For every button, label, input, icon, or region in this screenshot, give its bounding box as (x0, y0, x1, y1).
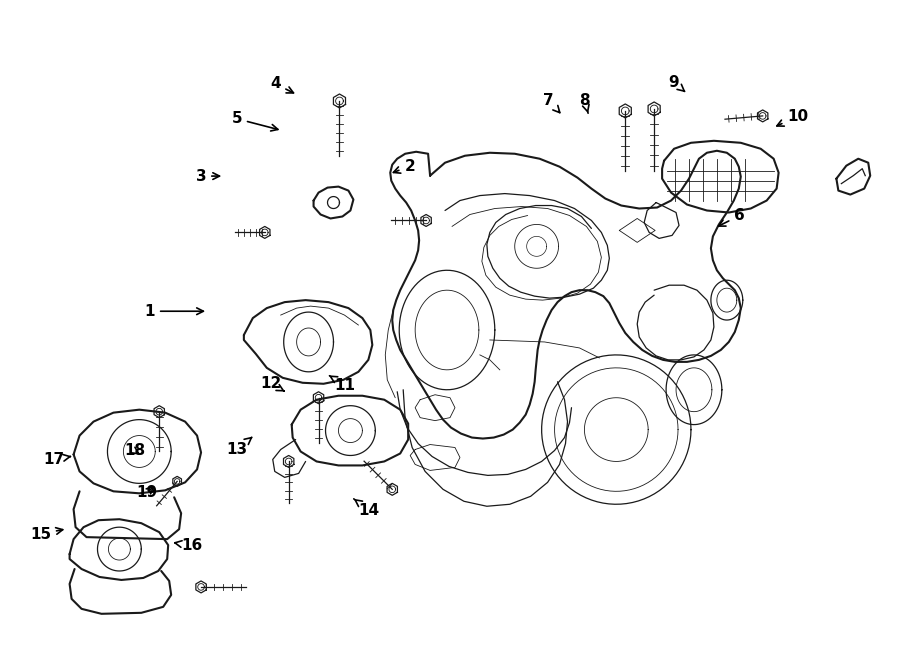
Text: 17: 17 (43, 452, 70, 467)
Text: 7: 7 (544, 93, 560, 113)
Text: 2: 2 (393, 159, 415, 173)
Text: 12: 12 (260, 376, 284, 391)
Text: 15: 15 (30, 526, 63, 542)
Text: 14: 14 (354, 499, 380, 518)
Text: 18: 18 (124, 444, 145, 459)
Text: 6: 6 (718, 208, 745, 226)
Text: 16: 16 (175, 538, 202, 553)
Text: 3: 3 (195, 169, 220, 183)
Text: 10: 10 (777, 109, 808, 126)
Text: 5: 5 (231, 111, 278, 131)
Text: 8: 8 (579, 93, 590, 113)
Text: 13: 13 (226, 438, 252, 457)
Text: 11: 11 (329, 375, 356, 393)
Text: 1: 1 (145, 304, 203, 318)
Text: 4: 4 (270, 76, 293, 93)
Text: 19: 19 (137, 485, 157, 500)
Text: 9: 9 (669, 75, 685, 91)
